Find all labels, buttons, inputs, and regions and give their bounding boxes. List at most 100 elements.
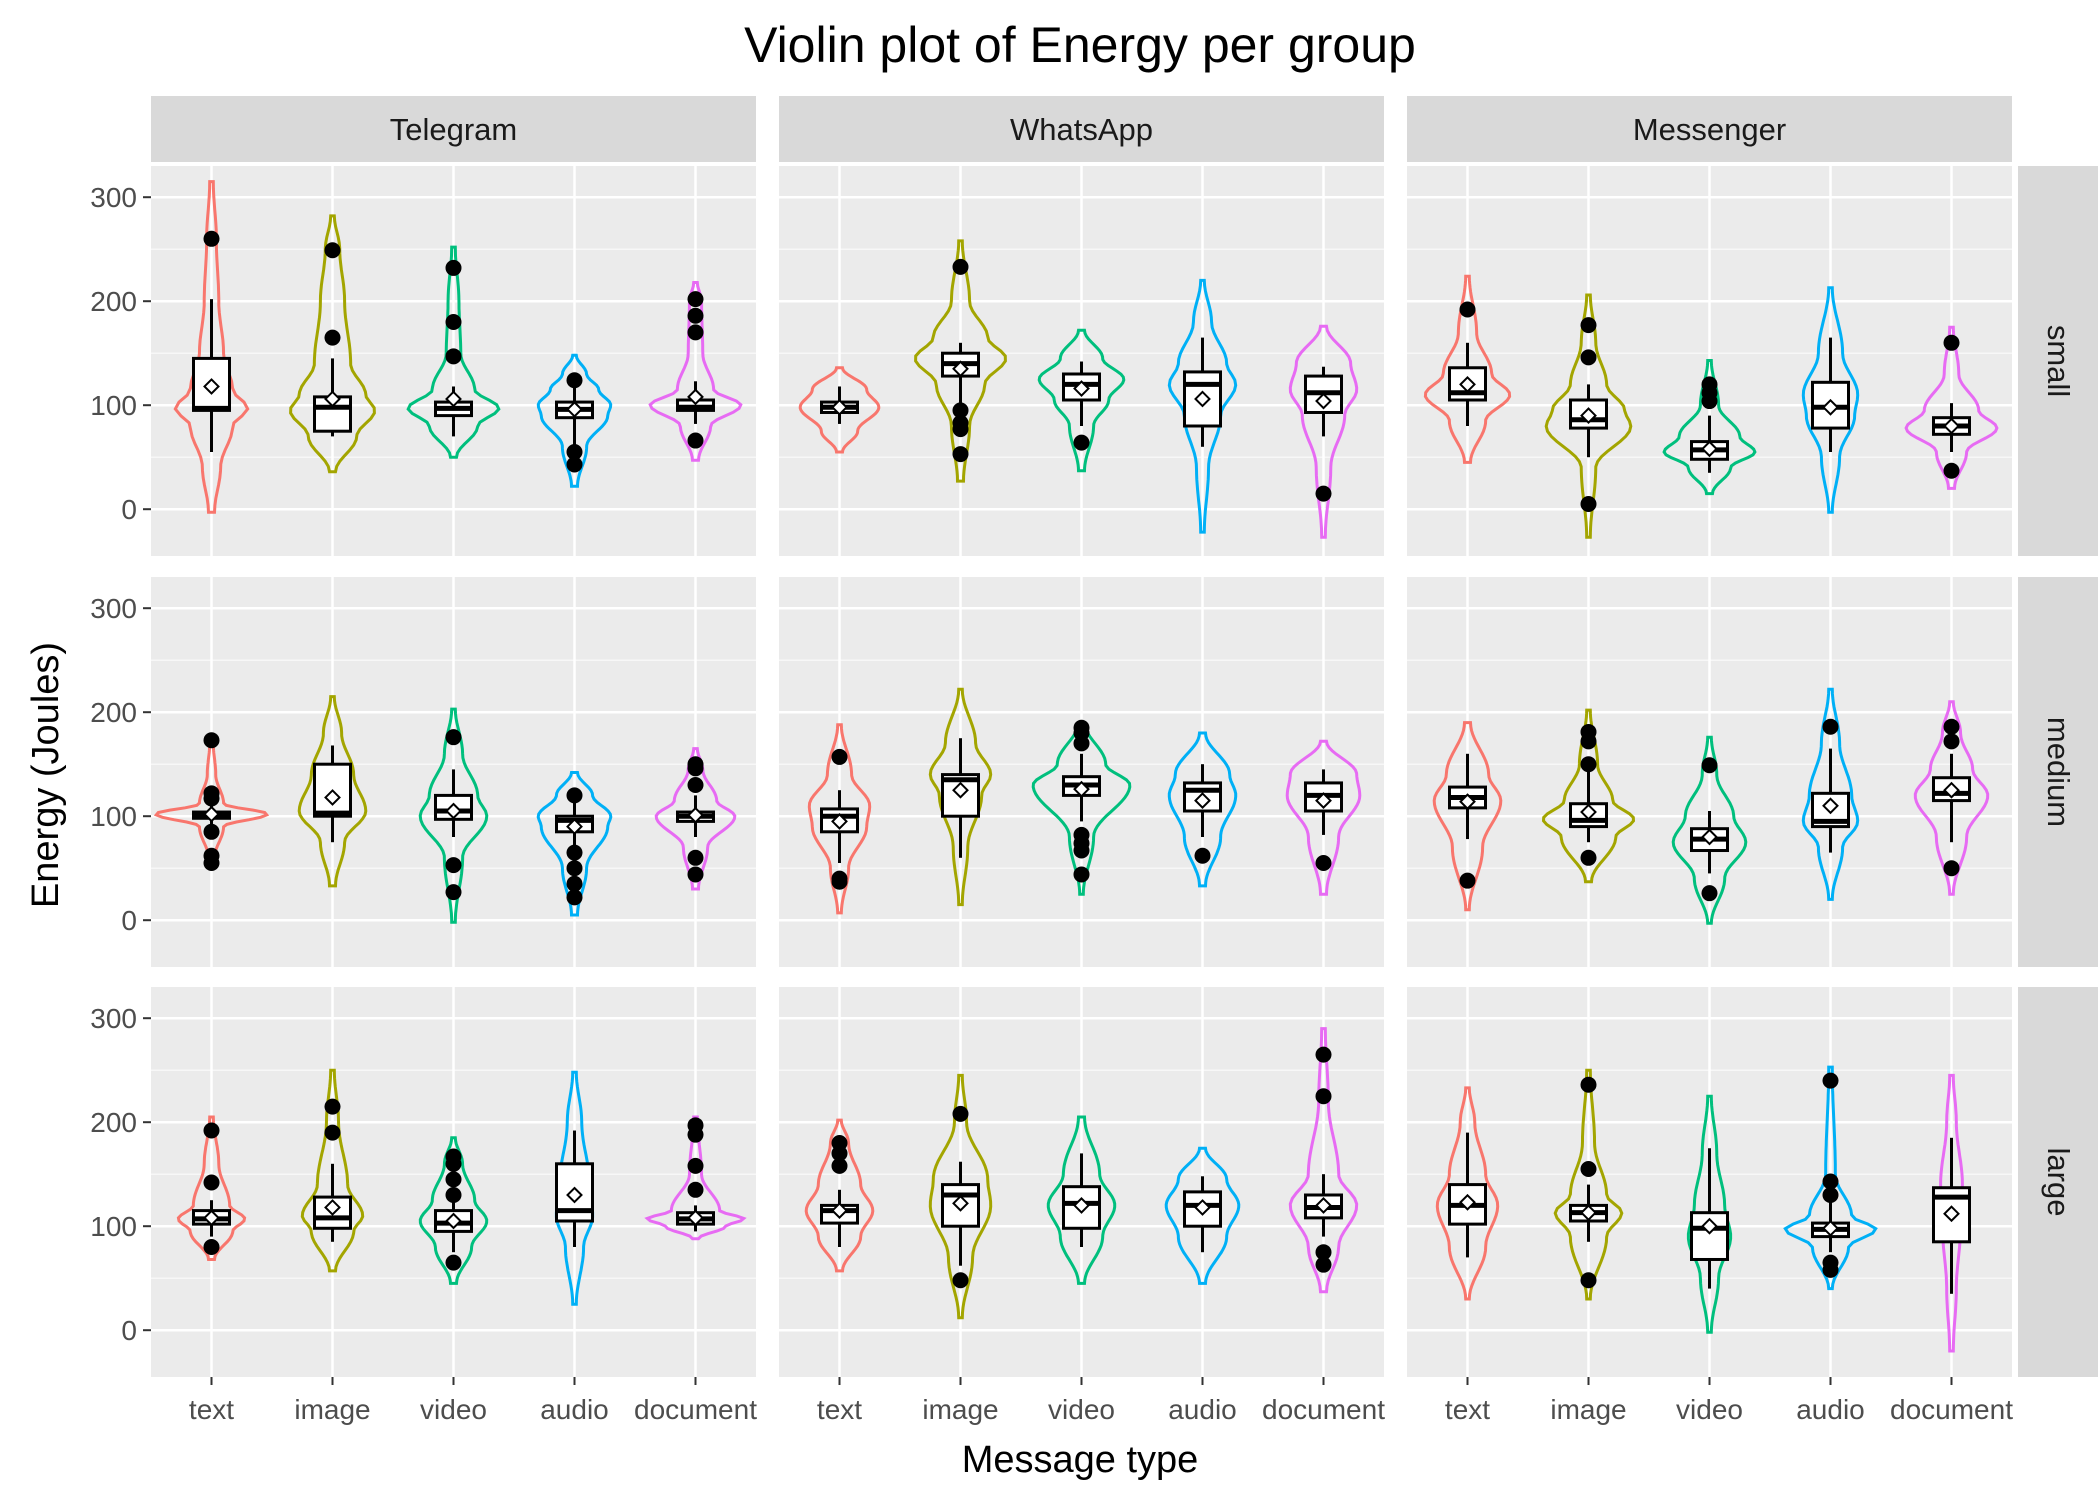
outlier-point: [566, 875, 583, 892]
outlier-point: [1315, 855, 1332, 871]
violin-video: [418, 707, 489, 924]
facet-strip-label: small: [2041, 325, 2076, 397]
mean-marker: [203, 378, 220, 395]
violin-group-image: [1553, 1068, 1624, 1301]
outlier-point: [1580, 1272, 1597, 1289]
outlier-point: [1315, 1046, 1332, 1063]
violin-document: [1288, 1027, 1359, 1294]
x-tick-label: image: [294, 1394, 370, 1425]
outlier-point: [1073, 434, 1090, 451]
outlier-point: [831, 873, 848, 890]
mean-marker: [1073, 380, 1090, 397]
outlier-point: [687, 1157, 704, 1174]
violin-image: [1544, 293, 1633, 539]
x-tick-label: document: [1890, 1394, 2013, 1425]
violin-group-video: [1662, 359, 1757, 496]
violin-group-image: [928, 1073, 993, 1320]
violin-text: [807, 723, 872, 915]
mean-marker: [1580, 1204, 1597, 1222]
mean-marker: [952, 781, 969, 799]
violin-audio: [554, 1070, 595, 1306]
mean-marker: [831, 398, 848, 416]
facet-strip-whatsapp: [779, 96, 1384, 162]
violin-video: [1037, 328, 1126, 473]
outlier-point: [687, 849, 704, 866]
violin-audio: [1783, 1065, 1878, 1291]
mean-marker: [831, 1202, 848, 1220]
violin-group-video: [406, 245, 501, 459]
mean-marker: [687, 806, 704, 824]
violin-group-image: [297, 695, 368, 888]
violin-video: [406, 245, 501, 459]
violin-video: [1671, 735, 1748, 925]
violin-group-image: [928, 687, 993, 907]
violin-audio: [536, 771, 613, 917]
panel-messenger-medium: [1407, 577, 2012, 967]
outlier-point: [1580, 317, 1597, 334]
outlier-point: [1073, 735, 1090, 752]
outlier-point: [952, 421, 969, 438]
x-tick-label: document: [634, 1394, 757, 1425]
outlier-point: [566, 889, 583, 906]
outlier-point: [1822, 718, 1839, 735]
mean-marker: [687, 388, 704, 406]
mean-marker: [445, 1212, 462, 1230]
outlier-point: [1943, 334, 1960, 351]
outlier-point: [566, 444, 583, 460]
violin-document: [1285, 739, 1362, 896]
violin-group-text: [1423, 274, 1512, 464]
violin-text: [176, 1115, 247, 1261]
outlier-point: [687, 760, 704, 777]
outlier-point: [831, 748, 848, 765]
violin-document: [648, 281, 743, 462]
outlier-point: [687, 1126, 704, 1143]
violin-group-image: [300, 1068, 365, 1273]
outlier-point: [1580, 349, 1597, 366]
violin-video: [418, 1136, 489, 1285]
panel-telegram-medium: 0 100 200 300: [90, 577, 756, 967]
outlier-point: [445, 259, 462, 276]
x-tick-label: audio: [540, 1394, 609, 1425]
outlier-point: [566, 372, 583, 389]
outlier-point: [1943, 718, 1960, 735]
y-tick-label: 0: [121, 1315, 137, 1346]
outlier-point: [1580, 733, 1597, 750]
mean-marker: [566, 818, 583, 836]
outlier-point: [1580, 849, 1597, 866]
mean-marker: [1701, 828, 1718, 846]
violin-group-audio: [1783, 1065, 1878, 1291]
violin-image: [928, 687, 993, 907]
outlier-point: [687, 432, 704, 449]
violin-group-image: [289, 214, 376, 474]
mean-marker: [1701, 440, 1718, 458]
outlier-point: [445, 1254, 462, 1271]
outlier-point: [687, 1181, 704, 1198]
mean-marker: [1943, 781, 1960, 799]
violin-group-audio: [1801, 286, 1860, 514]
outlier-point: [1822, 1072, 1839, 1089]
violin-text: [1432, 721, 1503, 912]
outlier-point: [1580, 496, 1597, 512]
outlier-point: [1073, 866, 1090, 883]
x-tick-label: image: [922, 1394, 998, 1425]
violin-group-image: [1541, 708, 1636, 884]
mean-marker: [1194, 390, 1211, 408]
y-tick-label: 100: [90, 801, 137, 832]
box-iqr: [192, 356, 231, 412]
violin-document: [644, 1115, 747, 1241]
mean-marker: [324, 390, 341, 408]
outlier-point: [1822, 1261, 1839, 1278]
violin-group-image: [1544, 293, 1633, 539]
violin-text: [804, 1118, 875, 1273]
x-tick-label: audio: [1796, 1394, 1865, 1425]
mean-marker: [1822, 398, 1839, 416]
outlier-point: [445, 1187, 462, 1203]
outlier-point: [952, 1105, 969, 1122]
violin-group-audio: [536, 353, 613, 488]
violin-group-video: [1671, 735, 1748, 925]
violin-image: [928, 1073, 993, 1320]
outlier-point: [1943, 860, 1960, 877]
outlier-point: [1701, 757, 1718, 774]
violin-group-document: [1904, 325, 1999, 490]
violin-group-video: [418, 1136, 489, 1285]
